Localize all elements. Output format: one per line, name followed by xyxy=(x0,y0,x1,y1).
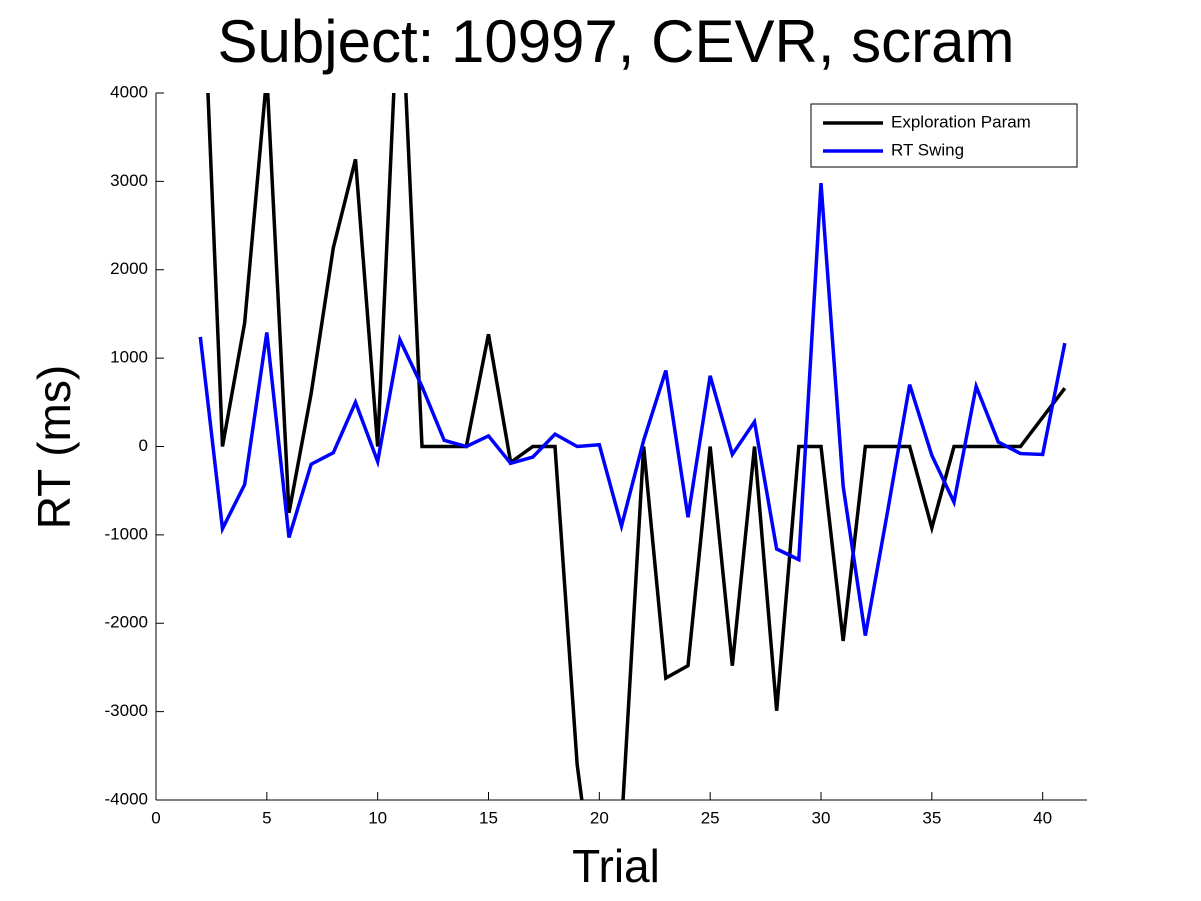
y-tick-label: 2000 xyxy=(110,259,148,278)
legend-box xyxy=(810,103,1078,168)
y-tick-label: -3000 xyxy=(105,701,148,720)
legend-label: Exploration Param xyxy=(891,112,1031,131)
x-tick-label: 20 xyxy=(590,808,609,827)
series-line xyxy=(206,93,1067,800)
x-tick-label: 15 xyxy=(479,808,498,827)
x-tick-label: 0 xyxy=(151,808,160,827)
y-tick-label: -1000 xyxy=(105,524,148,543)
y-tick-label: 1000 xyxy=(110,348,148,367)
y-tick-label: 4000 xyxy=(110,82,148,101)
series-line xyxy=(198,183,1067,636)
x-tick-label: 35 xyxy=(922,808,941,827)
x-axis-label: Trial xyxy=(572,840,660,892)
y-tick-label: -4000 xyxy=(105,789,148,808)
x-tick-label: 5 xyxy=(262,808,271,827)
x-tick-label: 40 xyxy=(1033,808,1052,827)
chart-title: Subject: 10997, CEVR, scram xyxy=(217,8,1014,75)
x-tick-label: 10 xyxy=(368,808,387,827)
y-tick-label: 0 xyxy=(139,436,148,455)
legend-label: RT Swing xyxy=(891,140,964,159)
y-tick-label: 3000 xyxy=(110,171,148,190)
x-tick-label: 30 xyxy=(812,808,831,827)
x-tick-label: 25 xyxy=(701,808,720,827)
y-axis-label: RT (ms) xyxy=(28,365,80,529)
y-tick-label: -2000 xyxy=(105,613,148,632)
